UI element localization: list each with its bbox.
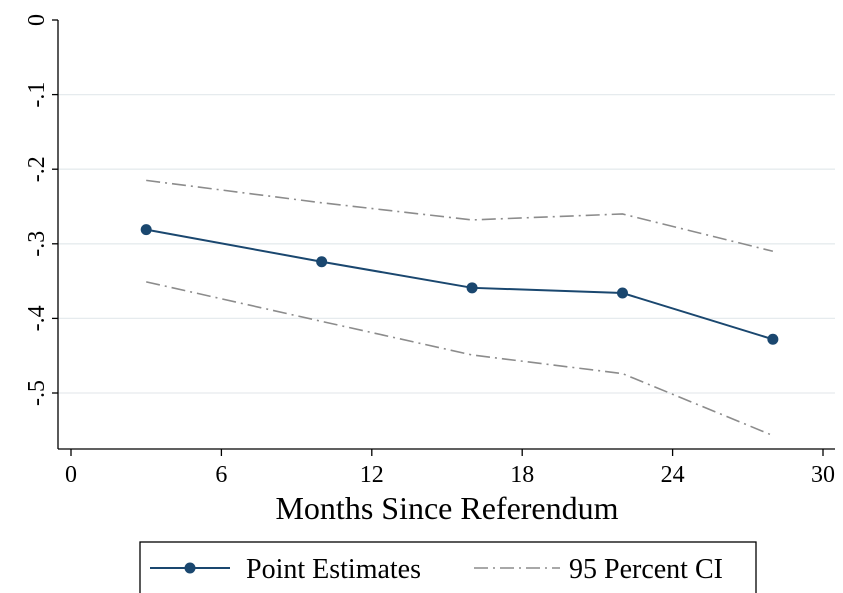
x-axis-title: Months Since Referendum <box>275 490 618 526</box>
legend-label-point-estimates: Point Estimates <box>246 554 421 585</box>
y-tick-label: -.2 <box>24 156 50 182</box>
y-tick-label: -.4 <box>24 305 50 331</box>
y-tick-label: -.1 <box>24 82 50 108</box>
x-tick-label: 6 <box>215 462 227 488</box>
x-axis-ticks: 0 6 12 18 24 30 <box>65 449 835 488</box>
point-estimate-marker <box>466 282 478 294</box>
x-tick-label: 0 <box>65 462 77 488</box>
y-tick-label: 0 <box>24 14 50 26</box>
point-estimate-marker <box>140 224 152 236</box>
series-group <box>140 179 779 437</box>
x-tick-label: 12 <box>360 462 384 488</box>
point-estimate-marker <box>616 287 628 299</box>
x-tick-label: 24 <box>661 462 685 488</box>
point-estimate-marker <box>316 256 328 268</box>
legend-marker-point-estimates <box>184 562 196 574</box>
ci-upper-line <box>146 179 774 253</box>
y-tick-label: -.5 <box>24 380 50 406</box>
legend: Point Estimates 95 Percent CI <box>139 541 757 593</box>
ci-lower-line <box>146 281 774 437</box>
axes <box>57 20 835 450</box>
gridlines <box>58 93 835 394</box>
y-axis-ticks: 0 -.1 -.2 -.3 -.4 -.5 <box>24 14 58 406</box>
legend-label-ci: 95 Percent CI <box>569 554 723 585</box>
x-tick-label: 30 <box>811 462 835 488</box>
point-estimate-marker <box>767 333 779 345</box>
x-tick-label: 18 <box>510 462 534 488</box>
y-tick-label: -.3 <box>24 231 50 257</box>
legend-box <box>139 541 757 593</box>
